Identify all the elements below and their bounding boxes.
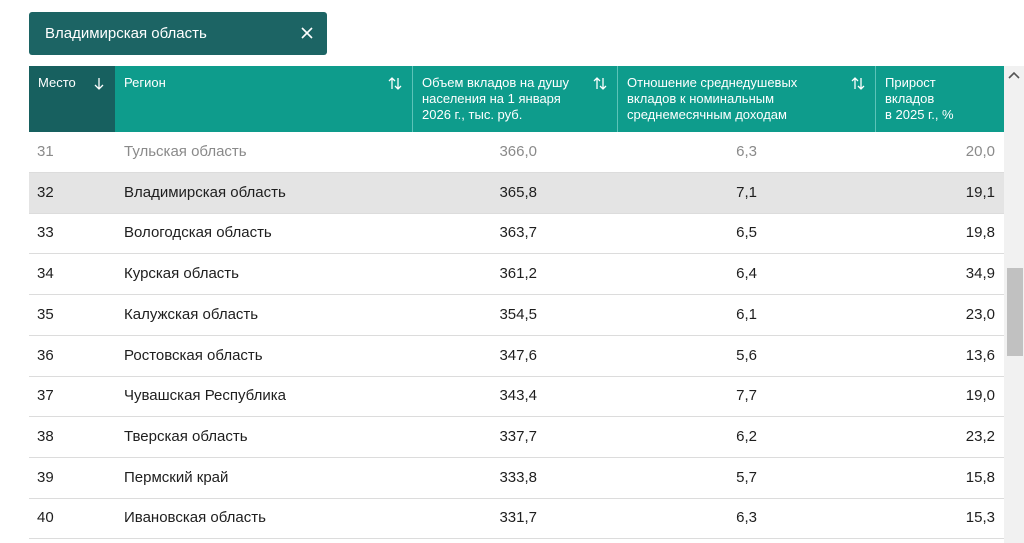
table-header: Место Регион Объем вкладов на душу населени…	[29, 66, 1004, 132]
header-line: вкладов	[885, 91, 935, 106]
table-row[interactable]: 34 Курская область 361,2 6,4 34,9	[29, 254, 1004, 296]
column-header[interactable]: Объем вкладов на душу населения на 1 янва…	[413, 66, 618, 132]
table-cell: 6,5	[736, 224, 757, 242]
column-header[interactable]: Регион	[115, 66, 413, 132]
table-cell: 19,1	[965, 183, 995, 201]
table-cell: 365,8	[499, 183, 537, 201]
filter-chip: Владимирская область	[29, 12, 327, 55]
header-line: населения на 1 января	[422, 91, 561, 106]
table-row[interactable]: 37 Чувашская Республика 343,4 7,7 19,0	[29, 376, 1004, 418]
header-line: вкладов к номинальным	[627, 91, 775, 106]
header-line: Место	[38, 75, 76, 90]
scrollbar[interactable]	[1004, 66, 1024, 543]
header-line: в 2025 г., %	[885, 107, 954, 122]
table-cell: Тульская область	[124, 143, 247, 160]
table-cell: 13,6	[965, 346, 995, 364]
table-cell: 354,5	[499, 305, 537, 323]
table-cell: 361,2	[499, 265, 537, 283]
table-cell: 40	[37, 509, 54, 527]
table-cell: 23,2	[965, 427, 995, 445]
table-cell: Пермский край	[124, 468, 229, 486]
table-row[interactable]: 35 Калужская область 354,5 6,1 23,0	[29, 295, 1004, 336]
column-header[interactable]: Отношение среднедушевых вкладов к номинал…	[618, 66, 876, 132]
table-cell: 39	[37, 468, 54, 486]
table-cell: Калужская область	[124, 305, 259, 323]
table-cell: 5,6	[736, 346, 757, 364]
table-cell: 15,3	[965, 509, 995, 527]
table-row[interactable]: 39 Пермский край 333,8 5,7 15,8	[29, 458, 1004, 499]
header-line: среднемесячным доходам	[627, 107, 787, 122]
table-cell: 333,8	[499, 468, 537, 486]
header-line: Прирост	[885, 75, 936, 90]
table-cell: 7,1	[736, 183, 757, 201]
table-cell: 6,4	[736, 265, 757, 283]
table-cell: 35	[37, 305, 54, 323]
filter-remove[interactable]	[299, 25, 315, 41]
sort-icon[interactable]	[387, 77, 403, 91]
table: Место Регион Объем вкладов на душу населени…	[29, 66, 1004, 543]
header-line: 2026 г., тыс. руб.	[422, 107, 523, 122]
scroll-thumb[interactable]	[1007, 268, 1023, 356]
table-cell: Владимирская область	[124, 183, 286, 201]
table-cell: 33	[37, 224, 54, 242]
table-cell: Курская область	[124, 265, 239, 283]
table-cell: 6,2	[736, 427, 757, 445]
filter-label: Владимирская область	[45, 25, 207, 42]
table-cell: 34	[37, 265, 54, 283]
table-cell: 15,8	[965, 468, 995, 486]
sort-icon[interactable]	[850, 77, 866, 91]
table-cell: Чувашская Республика	[124, 387, 286, 405]
table-cell: Ивановская область	[124, 509, 266, 527]
table-cell: 366,0	[499, 143, 537, 160]
table-cell: 32	[37, 183, 54, 201]
table-cell: 363,7	[499, 224, 537, 242]
column-header[interactable]: Прирост вкладов в 2025 г., %	[876, 66, 1004, 132]
table-cell: 5,7	[736, 468, 757, 486]
table-row[interactable]: 31 Тульская область 366,0 6,3 20,0	[29, 132, 1004, 173]
table-cell: Ростовская область	[124, 346, 263, 364]
table-cell: Тверская область	[124, 427, 248, 445]
table-row[interactable]: 38 Тверская область 337,7 6,2 23,2	[29, 417, 1004, 458]
column-header[interactable]: Место	[29, 66, 115, 132]
table-cell: 20,0	[965, 143, 995, 160]
table-cell: 337,7	[499, 427, 537, 445]
table-cell: 38	[37, 427, 54, 445]
table-row[interactable]: 33 Вологодская область 363,7 6,5 19,8	[29, 213, 1004, 255]
table-row[interactable]: 40 Ивановская область 331,7 6,3 15,3	[29, 498, 1004, 540]
table-cell: Вологодская область	[124, 224, 272, 242]
table-cell: 37	[37, 387, 54, 405]
table-row[interactable]: 36 Ростовская область 347,6 5,6 13,6	[29, 336, 1004, 377]
table-cell: 343,4	[499, 387, 537, 405]
table-cell: 7,7	[736, 387, 757, 405]
table-cell: 6,1	[736, 305, 757, 323]
table-cell: 36	[37, 346, 54, 364]
table-cell: 23,0	[965, 305, 995, 323]
sort-icon[interactable]	[592, 77, 608, 91]
table-row[interactable]: 32 Владимирская область 365,8 7,1 19,1	[29, 172, 1004, 214]
table-cell: 34,9	[965, 265, 995, 283]
sort-icon[interactable]	[91, 77, 107, 91]
table-cell: 6,3	[736, 143, 757, 160]
header-line: Объем вкладов на душу	[422, 75, 569, 90]
table-cell: 6,3	[736, 509, 757, 527]
table-cell: 331,7	[499, 509, 537, 527]
table-cell: 347,6	[499, 346, 537, 364]
header-line: Регион	[124, 75, 166, 90]
table-cell: 31	[37, 143, 54, 160]
header-line: Отношение среднедушевых	[627, 75, 798, 90]
table-cell: 19,0	[965, 387, 995, 405]
table-cell: 19,8	[965, 224, 995, 242]
scroll-up[interactable]	[1004, 68, 1024, 84]
